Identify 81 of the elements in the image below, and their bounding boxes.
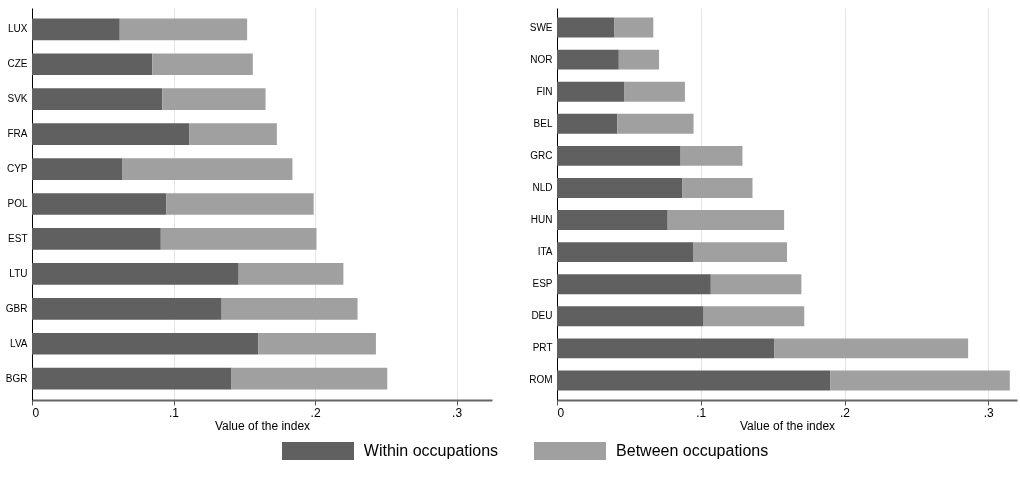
y-tick-label: EST (8, 232, 28, 244)
bar (774, 338, 969, 359)
x-tick-label: .1 (169, 405, 180, 420)
bar (221, 297, 358, 320)
y-tick-label: LUX (8, 23, 28, 35)
bar (32, 228, 161, 250)
bar (617, 113, 694, 134)
bar (557, 178, 683, 198)
legend-label: Within occupations (363, 442, 499, 460)
x-tick-label: 0 (557, 405, 565, 420)
bar (693, 242, 787, 263)
bar (122, 158, 293, 180)
bar (667, 210, 785, 230)
bar (189, 123, 277, 145)
y-tick-label: ROM (529, 374, 553, 386)
bar (557, 242, 694, 263)
bar (557, 113, 618, 134)
bar (557, 370, 831, 391)
x-tick-label: .1 (696, 405, 707, 420)
y-tick-label: FIN (536, 85, 553, 97)
bar (166, 193, 314, 215)
bar (258, 332, 376, 355)
y-tick-label: CYP (6, 163, 28, 175)
bar (32, 123, 190, 145)
y-tick-label: POL (7, 198, 28, 209)
bar (32, 158, 123, 180)
bar (162, 88, 266, 111)
x-axis-title: Value of the index (739, 418, 836, 433)
y-tick-label: BGR (5, 372, 28, 384)
bar (32, 18, 120, 41)
bar (557, 17, 615, 38)
bar (710, 274, 802, 295)
y-tick-label: LVA (10, 337, 28, 349)
x-tick-label: .3 (452, 405, 463, 420)
bar (614, 17, 654, 38)
bar (618, 49, 660, 70)
y-tick-label: HUN (530, 214, 553, 226)
bar (238, 263, 344, 285)
x-axis-title: Value of the index (214, 418, 311, 433)
bar (682, 178, 753, 198)
y-tick-label: PRT (532, 342, 553, 354)
bar (119, 18, 248, 41)
bar (557, 306, 704, 327)
y-tick-label: NOR (530, 53, 553, 65)
bar (557, 338, 775, 359)
x-tick-label: .3 (983, 405, 995, 420)
y-tick-label: SVK (7, 93, 28, 105)
y-tick-label: GRC (530, 149, 553, 161)
bar (231, 367, 388, 390)
bar (152, 53, 253, 76)
y-tick-label: ITA (537, 246, 553, 258)
x-tick-label: .2 (839, 405, 851, 420)
bar (32, 297, 222, 320)
y-tick-label: FRA (7, 128, 28, 140)
bar (32, 53, 153, 76)
bar (32, 263, 239, 285)
bar (557, 81, 625, 102)
y-tick-label: GBR (5, 302, 28, 314)
bar (557, 49, 619, 70)
bar (557, 210, 668, 230)
bar (703, 306, 805, 327)
y-tick-label: SWE (529, 21, 553, 33)
bar (624, 81, 685, 102)
bar (32, 367, 232, 390)
y-tick-label: ESP (532, 278, 553, 290)
y-tick-label: DEU (531, 310, 553, 322)
x-tick-label: .2 (310, 405, 321, 420)
bar (830, 370, 1010, 391)
bar (32, 193, 167, 215)
bar (32, 332, 259, 355)
bar (680, 145, 743, 166)
bar (160, 228, 317, 250)
legend-label: Between occupations (616, 442, 769, 460)
bar (32, 88, 163, 111)
y-tick-label: BEL (533, 117, 553, 129)
bar (557, 145, 681, 166)
y-tick-label: LTU (9, 267, 28, 279)
bar (557, 274, 711, 295)
x-tick-label: 0 (32, 405, 40, 420)
y-tick-label: CZE (7, 58, 28, 70)
y-tick-label: NLD (532, 181, 553, 193)
